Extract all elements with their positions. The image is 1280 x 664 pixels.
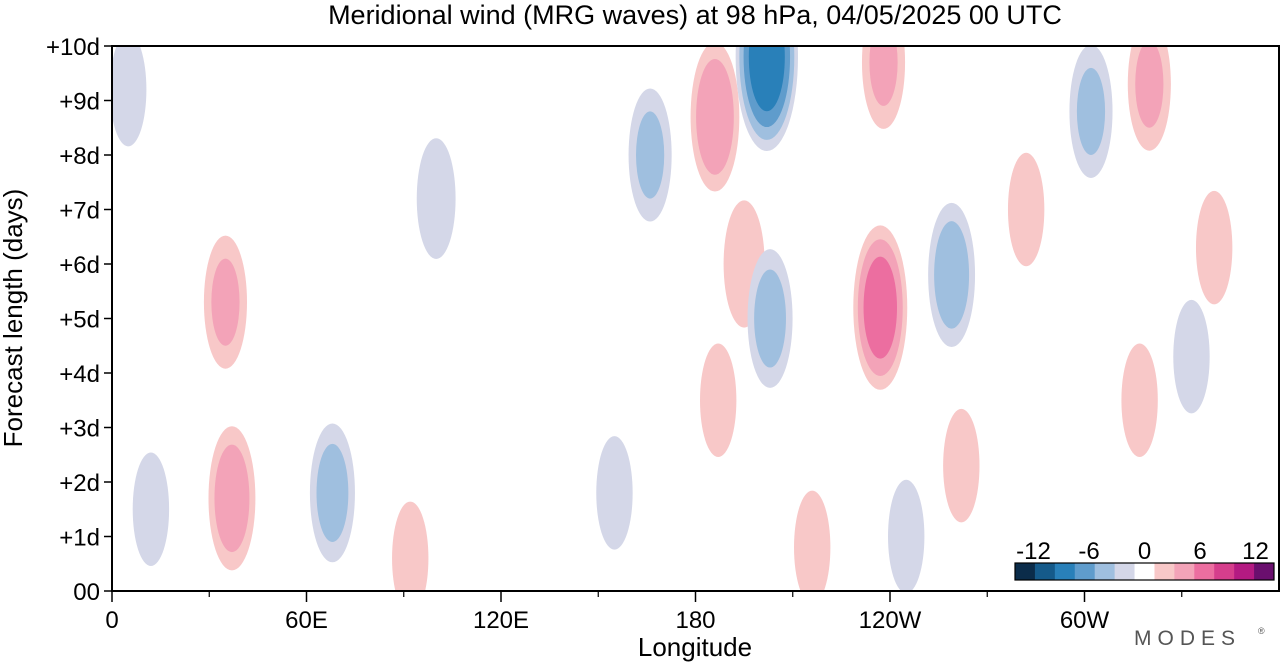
colorbar-label: 12 xyxy=(1242,538,1269,565)
positive-wind-feature xyxy=(699,343,737,457)
y-tick-label: +7d xyxy=(59,198,100,225)
colorbar-legend: -12 -6 0 6 12 xyxy=(1008,534,1278,590)
negative-wind-feature xyxy=(132,452,170,566)
colorbar-cell xyxy=(1074,563,1096,580)
y-tick-label: +2d xyxy=(59,470,100,497)
colorbar-label: 0 xyxy=(1138,538,1151,565)
y-axis-label: Forecast length (days) xyxy=(0,189,28,448)
registered-mark: ® xyxy=(1258,626,1265,636)
contour-band xyxy=(1173,299,1210,414)
x-tick-label: 180 xyxy=(675,607,715,634)
contour-band xyxy=(416,138,456,259)
positive-wind-feature xyxy=(690,46,740,192)
contour-band xyxy=(392,501,429,591)
negative-wind-feature xyxy=(112,46,147,147)
colorbar-cell xyxy=(1234,563,1255,580)
y-tick-label: +4d xyxy=(59,361,100,388)
negative-wind-feature xyxy=(596,436,633,550)
colorbar-cell xyxy=(1134,563,1155,580)
negative-wind-feature xyxy=(1069,46,1113,178)
contour-band xyxy=(934,221,970,329)
contour-band xyxy=(211,258,240,346)
y-tick-label: +1d xyxy=(59,525,100,552)
colorbar-cell xyxy=(1174,563,1195,580)
contour-band xyxy=(943,408,980,523)
negative-wind-feature xyxy=(309,423,355,563)
contour-band xyxy=(636,111,665,199)
colorbar-cell xyxy=(1094,563,1116,580)
contour-band xyxy=(1121,343,1158,457)
colorbar-cell xyxy=(1254,563,1275,580)
contour-band xyxy=(794,490,831,591)
x-axis-label: Longitude xyxy=(638,632,752,662)
contour-band xyxy=(863,256,898,359)
contour-band xyxy=(316,443,349,542)
contour-band xyxy=(132,452,170,566)
contour-band xyxy=(748,46,785,112)
brand-logo: MODES xyxy=(1134,627,1241,650)
contour-band xyxy=(888,479,925,591)
colorbar-cell xyxy=(1214,563,1235,580)
positive-wind-feature xyxy=(1195,190,1233,305)
positive-wind-feature xyxy=(861,46,906,129)
positive-wind-feature xyxy=(943,408,980,523)
plot-area xyxy=(112,46,1279,591)
colorbar-label: -6 xyxy=(1078,538,1099,565)
contour-band xyxy=(1195,190,1233,305)
negative-wind-feature xyxy=(416,138,456,259)
colorbar-frame xyxy=(1014,562,1275,581)
positive-wind-feature xyxy=(203,235,248,369)
colorbar-label: -12 xyxy=(1016,538,1051,565)
x-tick-label: 60W xyxy=(1060,607,1110,634)
contour-band xyxy=(596,436,633,550)
contour-band xyxy=(696,58,734,175)
colorbar-background xyxy=(1008,534,1278,590)
negative-wind-feature xyxy=(1173,299,1210,414)
y-tick-label: +8d xyxy=(59,143,100,170)
negative-wind-feature xyxy=(735,46,798,151)
y-tick-label: +5d xyxy=(59,307,100,334)
contour-band xyxy=(1007,152,1045,267)
x-axis: 0 60E 120E 180 120W 60W xyxy=(105,591,1183,634)
colorbar-cell xyxy=(1054,563,1076,580)
x-tick-label: 60E xyxy=(285,607,328,634)
negative-wind-feature xyxy=(628,88,672,222)
contour-band xyxy=(754,269,786,368)
contour-band xyxy=(214,444,250,553)
contour-band xyxy=(699,343,737,457)
chart-title: Meridional wind (MRG waves) at 98 hPa, 0… xyxy=(328,0,1062,30)
colorbar-cell xyxy=(1194,563,1215,580)
x-tick-label: 0 xyxy=(105,607,118,634)
colorbar-cell xyxy=(1154,563,1175,580)
colorbar-cell xyxy=(1034,563,1056,580)
positive-wind-feature xyxy=(1121,343,1158,457)
negative-wind-feature xyxy=(928,202,976,347)
positive-wind-feature xyxy=(208,426,256,571)
colorbar-label: 6 xyxy=(1193,538,1206,565)
y-tick-label: 00 xyxy=(73,579,100,606)
y-tick-label: +10d xyxy=(46,34,100,61)
y-axis: 00 +1d +2d +3d +4d +5d +6d +7d +8d +9d +10d xyxy=(46,34,112,606)
negative-wind-feature xyxy=(747,249,793,388)
contour-band xyxy=(112,46,147,147)
positive-wind-feature xyxy=(1127,46,1171,151)
positive-wind-feature xyxy=(794,490,831,591)
x-tick-label: 120W xyxy=(859,607,922,634)
contour-band xyxy=(1135,46,1164,128)
y-tick-label: +6d xyxy=(59,252,100,279)
x-tick-label: 120E xyxy=(473,607,529,634)
contour-band xyxy=(869,46,898,106)
positive-wind-feature xyxy=(853,225,908,390)
contour-band xyxy=(1076,67,1106,155)
colorbar-cell xyxy=(1015,563,1036,580)
negative-wind-feature xyxy=(888,479,925,591)
y-tick-label: +3d xyxy=(59,416,100,443)
positive-wind-feature xyxy=(392,501,429,591)
positive-wind-feature xyxy=(1007,152,1045,267)
y-tick-label: +9d xyxy=(59,89,100,116)
colorbar-cell xyxy=(1114,563,1136,580)
